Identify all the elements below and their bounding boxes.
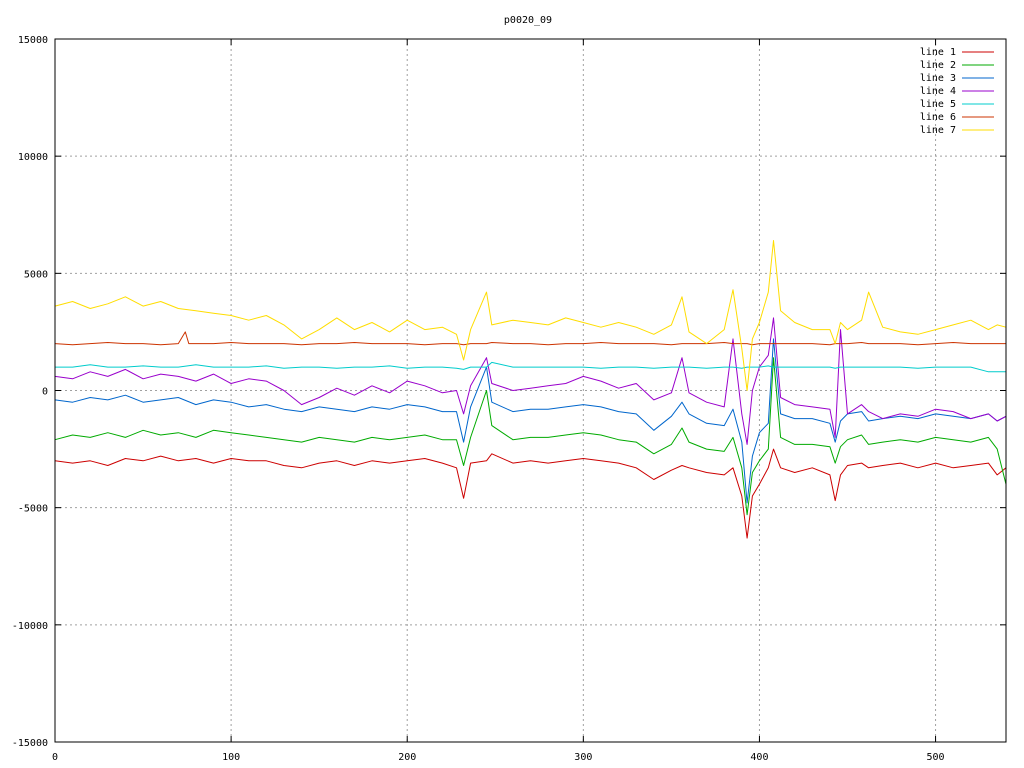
y-tick-label: -10000 (12, 621, 48, 632)
x-tick-label: 0 (52, 752, 58, 763)
legend-label: line 2 (920, 60, 956, 71)
y-tick-label: 0 (42, 387, 48, 398)
x-tick-label: 500 (927, 752, 945, 763)
series-line-6 (54, 331, 1006, 346)
y-tick-label: -15000 (12, 738, 48, 749)
x-tick-label: 300 (574, 752, 592, 763)
series-line-3 (54, 338, 1007, 504)
grid-lines (55, 39, 1006, 742)
y-tick-label: 10000 (18, 152, 48, 163)
y-tick-label: 5000 (24, 269, 48, 280)
y-tick-label: 15000 (18, 35, 48, 46)
legend-label: line 5 (920, 99, 956, 110)
x-tick-label: 200 (398, 752, 416, 763)
legend-label: line 6 (920, 112, 956, 123)
x-tick-label: 100 (222, 752, 240, 763)
series-lines (54, 240, 1007, 539)
legend-label: line 4 (920, 86, 956, 97)
series-line-4 (54, 317, 1007, 445)
axis-ticks: 0 100 200 300 400 500 -15000 -10000 -5000 0 5000 10… (12, 35, 1006, 763)
legend-label: line 1 (920, 47, 956, 58)
x-tick-label: 400 (750, 752, 768, 763)
series-line-7 (54, 240, 1007, 391)
legend: line 1 line 2 line 3 line 4 line 5 line 6 line… (920, 47, 994, 136)
series-line-5 (55, 361, 1006, 373)
legend-label: line 7 (920, 125, 956, 136)
chart-title: p0020_09 (504, 15, 552, 26)
legend-label: line 3 (920, 73, 956, 84)
series-line-1 (54, 448, 1007, 539)
y-tick-label: -5000 (18, 504, 48, 515)
series-line-2 (54, 357, 1007, 516)
